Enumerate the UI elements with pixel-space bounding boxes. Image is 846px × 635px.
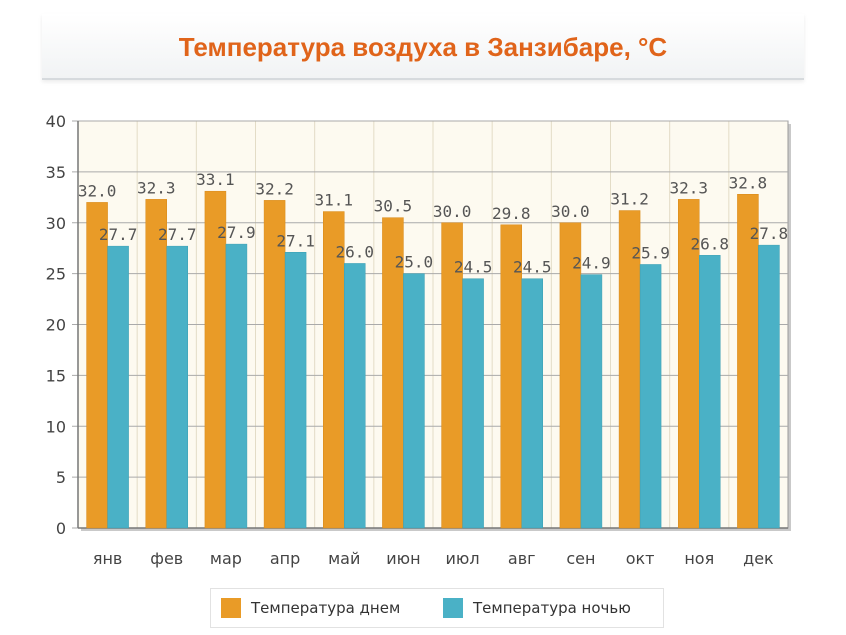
x-tick-label: окт [626,549,655,568]
bar-night [639,264,662,529]
data-label-day: 32.2 [255,179,294,198]
data-label-day: 29.8 [492,204,531,223]
chart-title: Температура воздуха в Занзибаре, °C [178,32,668,62]
data-label-night: 24.5 [513,258,552,277]
y-tick-label: 40 [46,112,66,131]
data-label-day: 30.0 [551,202,590,221]
data-label-day: 32.8 [729,173,768,192]
data-label-day: 30.5 [374,197,413,216]
data-label-night: 27.7 [99,225,138,244]
data-label-day: 31.1 [314,191,353,210]
data-label-day: 32.0 [78,181,117,200]
data-label-night: 27.9 [217,223,256,242]
y-tick-label: 35 [46,163,66,182]
x-tick-label: июн [386,549,420,568]
bar-day [145,199,167,529]
legend-item-day[interactable]: Температура днем [221,597,400,619]
data-label-day: 32.3 [669,178,708,197]
data-label-night: 26.8 [690,234,729,253]
bar-night [521,278,543,529]
x-tick-label: мар [210,549,242,568]
data-label-night: 27.1 [276,231,315,250]
y-tick-label: 15 [46,366,66,385]
data-label-day: 33.1 [196,170,235,189]
legend-swatch-night [443,598,463,618]
legend-swatch-day [221,598,241,618]
y-tick-label: 10 [46,417,66,436]
bar-night [403,273,425,529]
legend-label-night: Температура ночью [473,599,631,617]
data-label-day: 32.3 [137,178,176,197]
data-label-night: 27.7 [158,225,197,244]
bar-night [107,245,129,529]
x-tick-label: фев [150,549,183,568]
bar-night [284,252,307,529]
x-tick-label: ноя [684,549,714,568]
bar-night [225,243,248,529]
y-tick-label: 0 [56,519,66,538]
bar-night [462,278,484,529]
data-label-day: 31.2 [610,190,649,209]
data-label-night: 26.0 [335,242,374,261]
y-tick-label: 5 [56,468,66,487]
bar-day [86,202,108,529]
y-tick-label: 25 [46,265,66,284]
x-tick-label: авг [508,549,536,568]
y-tick-label: 30 [46,214,66,233]
bar-chart: 0 5 10 15 20 25 30 35 40 32.0 32.3 33.1 32.2 31.1 30.5… [46,112,791,568]
x-tick-label: май [328,549,360,568]
bar-night [699,255,721,529]
x-tick-label: апр [270,549,300,568]
y-tick-label: 20 [46,316,66,335]
bar-day [737,194,759,529]
x-tick-label: янв [93,549,123,568]
bar-night [344,263,366,529]
legend-label-day: Температура днем [251,599,401,617]
bar-night [166,245,188,529]
bar-night [758,244,780,529]
data-label-night: 24.5 [454,258,493,277]
data-label-night: 25.0 [395,253,434,272]
chart-title-bar: Температура воздуха в Занзибаре, °C [42,14,804,80]
x-tick-label: сен [566,549,595,568]
x-tick-label: дек [743,549,774,568]
data-label-night: 24.9 [572,254,611,273]
data-label-day: 30.0 [433,202,472,221]
legend-item-night[interactable]: Температура ночью [443,597,631,619]
data-label-night: 25.9 [631,243,670,262]
x-tick-label: июл [446,549,480,568]
chart-legend: Температура днем Температура ночью [210,588,664,628]
bar-night [580,274,603,529]
data-label-night: 27.8 [750,224,789,243]
